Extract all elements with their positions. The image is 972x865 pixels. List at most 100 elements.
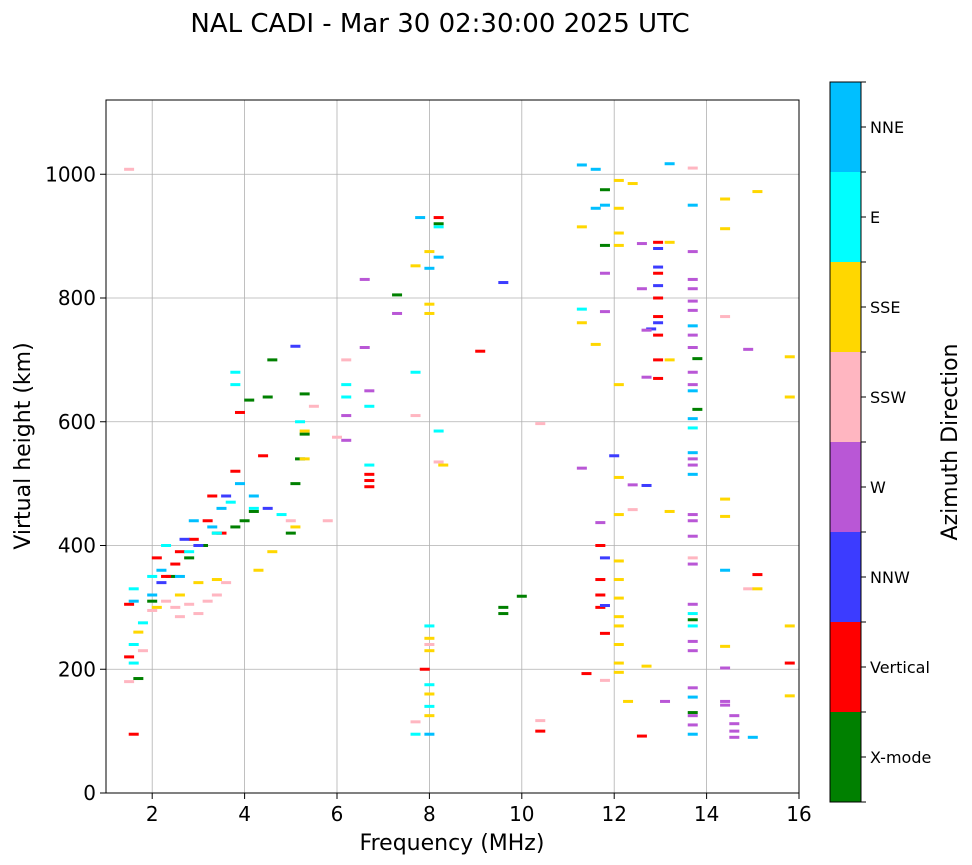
echo-point [590, 206, 601, 210]
echo-point [687, 370, 698, 374]
echo-point [364, 389, 375, 393]
echo-point [262, 395, 273, 399]
echo-point [170, 605, 181, 609]
echo-point [687, 714, 698, 718]
echo-point [147, 593, 158, 597]
echo-point [599, 631, 610, 635]
echo-point [687, 451, 698, 455]
echo-point [653, 247, 664, 250]
echo-point [230, 383, 241, 387]
echo-point [581, 672, 592, 676]
echo-point [124, 602, 135, 606]
echo-point [128, 661, 139, 665]
echo-point [202, 519, 213, 523]
colorbar-tick-label: SSW [870, 388, 906, 407]
echo-point [613, 475, 624, 479]
echo-point [720, 497, 731, 501]
echo-point [752, 587, 763, 591]
echo-point [184, 556, 195, 560]
echo-point [433, 216, 444, 220]
echo-point [687, 203, 698, 207]
echo-point [424, 636, 435, 640]
echo-point [216, 506, 227, 510]
colorbar-tick-label: NNE [870, 118, 904, 137]
echo-point [653, 333, 664, 337]
y-axis-label: Virtual height (km) [11, 342, 36, 549]
y-tick-label: 200 [58, 657, 96, 681]
echo-point [188, 519, 199, 523]
echo-point [613, 243, 624, 247]
echo-point [613, 643, 624, 646]
echo-point [424, 649, 435, 653]
echo-point [692, 357, 703, 361]
echo-point [720, 197, 731, 201]
echo-point [664, 240, 675, 244]
echo-point [498, 612, 509, 616]
echo-point [687, 166, 698, 170]
colorbar-swatch-ssw [830, 352, 861, 442]
echo-point [207, 494, 218, 498]
echo-point [613, 596, 624, 600]
echo-point [341, 438, 352, 442]
echo-point [599, 310, 610, 314]
echo-point [424, 732, 435, 736]
echo-point [720, 315, 731, 319]
series-w [341, 242, 754, 739]
echo-point [364, 485, 375, 489]
echo-point [276, 513, 287, 517]
echo-point [687, 472, 698, 476]
echo-point [211, 531, 222, 535]
echo-point [285, 531, 296, 535]
colorbar-tick-label: NNW [870, 568, 910, 587]
echo-point [653, 321, 664, 325]
echo-point [248, 509, 259, 513]
echo-point [170, 562, 181, 566]
echo-point [156, 568, 167, 572]
echo-point [613, 206, 624, 210]
echo-point [341, 358, 352, 362]
echo-point [576, 225, 587, 229]
echo-point [433, 225, 444, 229]
colorbar-tick-label: W [870, 478, 886, 497]
series-nne [128, 162, 758, 739]
echo-point [664, 162, 675, 166]
echo-point [424, 704, 435, 708]
echo-point [364, 479, 375, 483]
echo-point [433, 460, 444, 464]
echo-point [599, 243, 610, 247]
echo-point [784, 624, 795, 628]
echo-point [653, 376, 664, 380]
echo-point [687, 562, 698, 566]
echo-point [687, 618, 698, 622]
data-points [124, 162, 795, 739]
echo-point [147, 574, 158, 578]
echo-point [290, 525, 301, 529]
echo-point [253, 568, 264, 572]
echo-point [599, 604, 610, 608]
echo-point [687, 695, 698, 699]
echo-point [687, 389, 698, 393]
echo-point [784, 661, 795, 665]
echo-point [147, 599, 158, 603]
echo-point [410, 264, 421, 268]
echo-point [410, 732, 421, 736]
echo-point [248, 494, 259, 498]
echo-point [438, 463, 449, 467]
echo-point [364, 404, 375, 408]
x-tick-label: 14 [694, 802, 719, 826]
echo-point [179, 537, 190, 541]
echo-point [595, 593, 606, 597]
echo-point [299, 392, 310, 396]
colorbar-label: Azimuth Direction [938, 343, 963, 540]
echo-point [124, 167, 135, 171]
echo-point [137, 649, 148, 653]
echo-point [290, 344, 301, 348]
echo-point [267, 550, 278, 554]
echo-point [535, 422, 546, 426]
echo-point [424, 302, 435, 306]
colorbar-swatch-x-mode [830, 712, 861, 802]
echo-point [424, 714, 435, 718]
echo-point [234, 482, 245, 486]
echo-point [687, 649, 698, 653]
echo-point [424, 643, 435, 646]
